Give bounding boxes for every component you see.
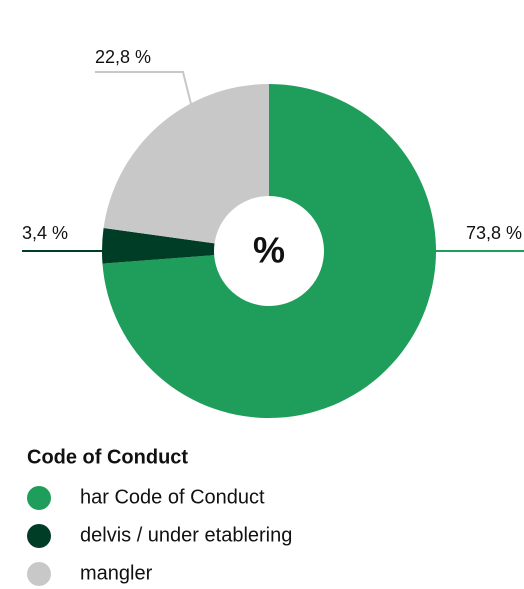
legend-label: har Code of Conduct [80, 486, 265, 508]
value-label: 73,8 % [466, 223, 522, 243]
legend-title: Code of Conduct [27, 446, 188, 468]
donut-slice [102, 227, 215, 264]
legend-swatch [27, 524, 51, 548]
legend-label: delvis / under etablering [80, 524, 292, 546]
donut-slice [103, 84, 269, 244]
legend-label: mangler [80, 562, 153, 584]
donut-slice [102, 84, 437, 418]
legend-swatch [27, 486, 51, 510]
leader-line [95, 71, 192, 105]
donut [102, 84, 437, 418]
value-label: 3,4 % [22, 223, 68, 243]
center-label: % [253, 230, 285, 271]
value-label: 22,8 % [95, 47, 151, 67]
legend-swatch [27, 562, 51, 586]
